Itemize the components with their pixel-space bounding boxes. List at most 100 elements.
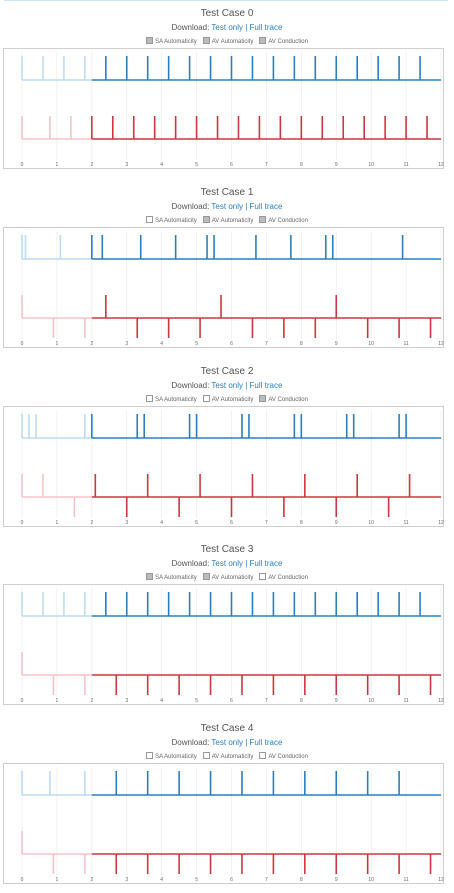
- test-only-link[interactable]: Test only: [211, 738, 243, 747]
- toggle-av-automaticity[interactable]: AV Automaticity: [202, 37, 253, 46]
- toggle-label: AV Conduction: [268, 39, 308, 45]
- checkbox[interactable]: [202, 216, 210, 223]
- checkbox[interactable]: [259, 37, 267, 44]
- test-only-link[interactable]: Test only: [211, 23, 243, 32]
- x-tick-label: 11: [403, 877, 408, 883]
- x-tick-label: 12: [438, 162, 444, 168]
- toggle-label: AV Conduction: [268, 397, 308, 403]
- toggle-label: AV Conduction: [268, 218, 308, 224]
- toggle-av-automaticity[interactable]: AV Automaticity: [202, 395, 253, 404]
- checkbox[interactable]: [259, 216, 267, 223]
- download-label: Download:: [171, 23, 210, 32]
- x-tick-label: 6: [230, 162, 233, 168]
- full-trace-link[interactable]: Full trace: [249, 202, 283, 211]
- toggle-av-conduction[interactable]: AV Conduction: [259, 395, 308, 404]
- x-tick-label: 9: [335, 877, 338, 883]
- x-tick-label: 3: [125, 341, 128, 347]
- x-tick-label: 2: [90, 162, 93, 168]
- x-tick-label: 10: [368, 877, 374, 883]
- x-tick-label: 4: [160, 698, 163, 704]
- chart-frame: [3, 584, 444, 705]
- toggle-av-conduction[interactable]: AV Conduction: [259, 216, 308, 225]
- trace-panel: 0 1 2 3 4 5 6 7 8 9 10 11 12: [3, 406, 444, 527]
- checkbox[interactable]: [259, 573, 267, 580]
- toggle-av-conduction[interactable]: AV Conduction: [259, 573, 308, 582]
- trace-chart: 0 1 2 3 4 5 6 7 8 9 10 11 12: [3, 406, 444, 527]
- toggle-label: SA Automaticity: [155, 397, 197, 403]
- x-tick-label: 12: [438, 520, 444, 526]
- toggle-label: SA Automaticity: [155, 218, 197, 224]
- checkbox[interactable]: [202, 395, 210, 402]
- x-tick-label: 6: [230, 520, 233, 526]
- full-trace-link[interactable]: Full trace: [249, 559, 283, 568]
- toggle-label: AV Automaticity: [211, 218, 254, 224]
- checkbox[interactable]: [202, 37, 210, 44]
- test-case-title: Test Case 4: [200, 723, 254, 734]
- toggle-av-conduction[interactable]: AV Conduction: [259, 37, 308, 46]
- checkbox[interactable]: [202, 573, 210, 580]
- checkbox[interactable]: [202, 752, 210, 759]
- toggle-label: SA Automaticity: [155, 575, 197, 581]
- toggle-sa-automaticity[interactable]: SA Automaticity: [146, 752, 197, 761]
- download-label: Download:: [171, 381, 210, 390]
- test-case-0: Test Case 0 Download: Test only | Full tr…: [0, 8, 454, 178]
- x-tick-label: 11: [403, 341, 408, 347]
- checkbox[interactable]: [146, 216, 154, 223]
- x-tick-label: 8: [300, 162, 303, 168]
- x-tick-label: 4: [160, 162, 163, 168]
- checkbox[interactable]: [146, 573, 154, 580]
- download-links: Download: Test only | Full trace: [0, 381, 454, 390]
- checkbox[interactable]: [259, 395, 267, 402]
- x-tick-label: 11: [403, 162, 408, 168]
- x-tick-label: 2: [90, 698, 93, 704]
- full-trace-link[interactable]: Full trace: [249, 381, 283, 390]
- toggle-sa-automaticity[interactable]: SA Automaticity: [146, 37, 197, 46]
- x-tick-label: 0: [21, 877, 24, 883]
- toggle-av-conduction[interactable]: AV Conduction: [259, 752, 308, 761]
- toggle-label: AV Automaticity: [211, 754, 254, 760]
- toggle-row: SA Automaticity AV Automaticity AV Conduct…: [0, 752, 454, 761]
- checkbox[interactable]: [259, 752, 267, 759]
- toggle-av-automaticity[interactable]: AV Automaticity: [202, 216, 254, 225]
- download-label: Download:: [171, 202, 210, 211]
- x-tick-label: 6: [230, 877, 233, 883]
- x-tick-label: 7: [265, 520, 268, 526]
- full-trace-link[interactable]: Full trace: [249, 23, 283, 32]
- test-only-link[interactable]: Test only: [211, 381, 243, 390]
- toggle-row: SA Automaticity AV Automaticity AV Conduct…: [0, 395, 454, 404]
- toggle-label: AV Conduction: [268, 575, 308, 581]
- chart-frame: [3, 763, 444, 884]
- trace-panel: 0 1 2 3 4 5 6 7 8 9 10 11 12: [3, 48, 444, 169]
- x-tick-label: 6: [230, 698, 233, 704]
- x-tick-label: 9: [335, 341, 338, 347]
- chart-frame: [3, 48, 444, 169]
- x-tick-label: 9: [335, 520, 338, 526]
- toggle-label: SA Automaticity: [155, 754, 197, 760]
- download-label: Download:: [171, 738, 210, 747]
- test-only-link[interactable]: Test only: [211, 559, 243, 568]
- checkbox[interactable]: [146, 395, 154, 402]
- toggle-sa-automaticity[interactable]: SA Automaticity: [146, 395, 197, 404]
- x-tick-label: 8: [300, 520, 303, 526]
- checkbox[interactable]: [146, 37, 154, 44]
- test-only-link[interactable]: Test only: [211, 202, 243, 211]
- top-divider: [4, 0, 448, 1]
- chart-frame: [3, 227, 444, 348]
- toggle-av-automaticity[interactable]: AV Automaticity: [202, 752, 254, 761]
- x-tick-label: 7: [265, 341, 268, 347]
- test-case-title: Test Case 2: [200, 366, 254, 377]
- toggle-sa-automaticity[interactable]: SA Automaticity: [146, 216, 197, 225]
- x-tick-label: 3: [125, 698, 128, 704]
- link-separator: |: [245, 381, 248, 390]
- toggle-sa-automaticity[interactable]: SA Automaticity: [146, 573, 197, 582]
- chart-frame: [3, 406, 444, 527]
- x-tick-label: 3: [125, 877, 128, 883]
- full-trace-link[interactable]: Full trace: [249, 738, 283, 747]
- checkbox[interactable]: [146, 752, 154, 759]
- x-tick-label: 12: [438, 698, 444, 704]
- toggle-av-automaticity[interactable]: AV Automaticity: [202, 573, 253, 582]
- x-tick-label: 10: [368, 698, 374, 704]
- x-tick-label: 2: [90, 877, 93, 883]
- x-tick-label: 5: [195, 520, 198, 526]
- x-tick-label: 0: [21, 520, 24, 526]
